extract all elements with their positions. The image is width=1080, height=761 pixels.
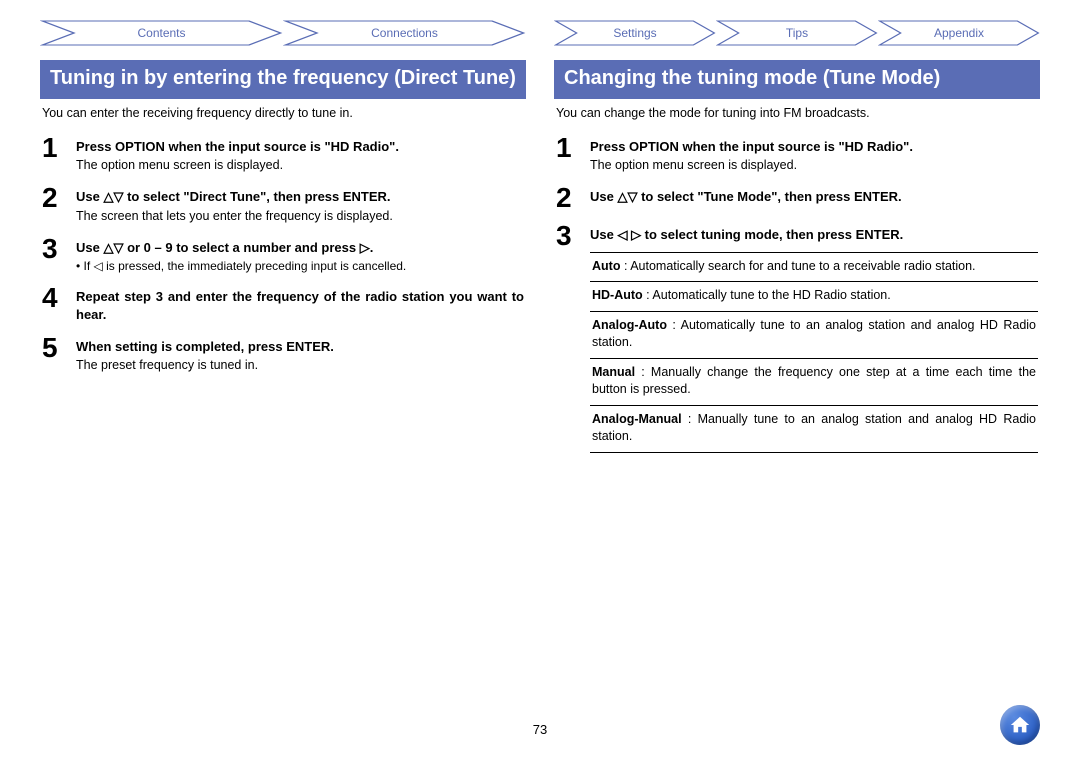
home-icon bbox=[1009, 714, 1031, 736]
section-heading-left: Tuning in by entering the frequency (Dir… bbox=[40, 60, 526, 99]
mode-row: HD-Auto : Automatically tune to the HD R… bbox=[590, 282, 1038, 312]
step-number: 1 bbox=[556, 134, 578, 174]
mode-name: Auto bbox=[592, 259, 620, 273]
step-title: Press OPTION when the input source is "H… bbox=[76, 138, 524, 156]
page-number: 73 bbox=[0, 722, 1080, 737]
step: 3 Use △▽ or 0 – 9 to select a number and… bbox=[42, 235, 524, 275]
step-title: Use △▽ to select "Direct Tune", then pre… bbox=[76, 188, 524, 206]
tab-label: Contents bbox=[137, 26, 185, 40]
step-number: 5 bbox=[42, 334, 64, 374]
tab-appendix[interactable]: Appendix bbox=[878, 20, 1040, 46]
left-column: Contents Connections Tuning in by enteri… bbox=[40, 20, 526, 463]
step-sub: The option menu screen is displayed. bbox=[590, 157, 1038, 174]
step-title: Use △▽ to select "Tune Mode", then press… bbox=[590, 188, 1038, 206]
step: 3 Use ◁ ▷ to select tuning mode, then pr… bbox=[556, 222, 1038, 453]
mode-name: HD-Auto bbox=[592, 288, 643, 302]
steps-right: 1 Press OPTION when the input source is … bbox=[554, 134, 1040, 453]
step: 2 Use △▽ to select "Direct Tune", then p… bbox=[42, 184, 524, 224]
mode-table: Auto : Automatically search for and tune… bbox=[590, 252, 1038, 453]
step: 2 Use △▽ to select "Tune Mode", then pre… bbox=[556, 184, 1038, 212]
mode-desc: : Manually change the frequency one step… bbox=[592, 365, 1036, 397]
step: 1 Press OPTION when the input source is … bbox=[42, 134, 524, 174]
step-sub: The preset frequency is tuned in. bbox=[76, 357, 524, 374]
steps-left: 1 Press OPTION when the input source is … bbox=[40, 134, 526, 374]
nav-tabs-right: Settings Tips Appendix bbox=[554, 20, 1040, 48]
step-title: Press OPTION when the input source is "H… bbox=[590, 138, 1038, 156]
step-title: When setting is completed, press ENTER. bbox=[76, 338, 524, 356]
step-number: 4 bbox=[42, 284, 64, 323]
tab-settings[interactable]: Settings bbox=[554, 20, 716, 46]
tab-connections[interactable]: Connections bbox=[283, 20, 526, 46]
step: 5 When setting is completed, press ENTER… bbox=[42, 334, 524, 374]
step-sub: The screen that lets you enter the frequ… bbox=[76, 208, 524, 225]
mode-row: Auto : Automatically search for and tune… bbox=[590, 252, 1038, 283]
step-title: Use △▽ or 0 – 9 to select a number and p… bbox=[76, 239, 524, 257]
step-number: 3 bbox=[42, 235, 64, 275]
intro-left: You can enter the receiving frequency di… bbox=[42, 105, 524, 122]
mode-desc: : Automatically tune to the HD Radio sta… bbox=[643, 288, 891, 302]
step-title: Use ◁ ▷ to select tuning mode, then pres… bbox=[590, 226, 1038, 244]
tab-contents[interactable]: Contents bbox=[40, 20, 283, 46]
step-bullet: • If ◁ is pressed, the immediately prece… bbox=[76, 258, 524, 274]
step-sub: The option menu screen is displayed. bbox=[76, 157, 524, 174]
mode-name: Analog-Auto bbox=[592, 318, 667, 332]
nav-tabs-left: Contents Connections bbox=[40, 20, 526, 48]
step: 1 Press OPTION when the input source is … bbox=[556, 134, 1038, 174]
step-number: 2 bbox=[556, 184, 578, 212]
intro-right: You can change the mode for tuning into … bbox=[556, 105, 1038, 122]
mode-name: Manual bbox=[592, 365, 635, 379]
right-column: Settings Tips Appendix Changing the tuni… bbox=[554, 20, 1040, 463]
tab-label: Connections bbox=[371, 26, 438, 40]
step: 4 Repeat step 3 and enter the frequency … bbox=[42, 284, 524, 323]
section-heading-right: Changing the tuning mode (Tune Mode) bbox=[554, 60, 1040, 99]
mode-name: Analog-Manual bbox=[592, 412, 682, 426]
step-number: 2 bbox=[42, 184, 64, 224]
tab-tips[interactable]: Tips bbox=[716, 20, 878, 46]
tab-label: Appendix bbox=[934, 26, 984, 40]
mode-row: Analog-Manual : Manually tune to an anal… bbox=[590, 406, 1038, 453]
step-title: Repeat step 3 and enter the frequency of… bbox=[76, 288, 524, 323]
mode-row: Analog-Auto : Automatically tune to an a… bbox=[590, 312, 1038, 359]
home-button[interactable] bbox=[1000, 705, 1040, 745]
tab-label: Tips bbox=[786, 26, 808, 40]
step-number: 3 bbox=[556, 222, 578, 453]
tab-label: Settings bbox=[613, 26, 656, 40]
mode-desc: : Automatically search for and tune to a… bbox=[620, 259, 975, 273]
mode-row: Manual : Manually change the frequency o… bbox=[590, 359, 1038, 406]
step-number: 1 bbox=[42, 134, 64, 174]
